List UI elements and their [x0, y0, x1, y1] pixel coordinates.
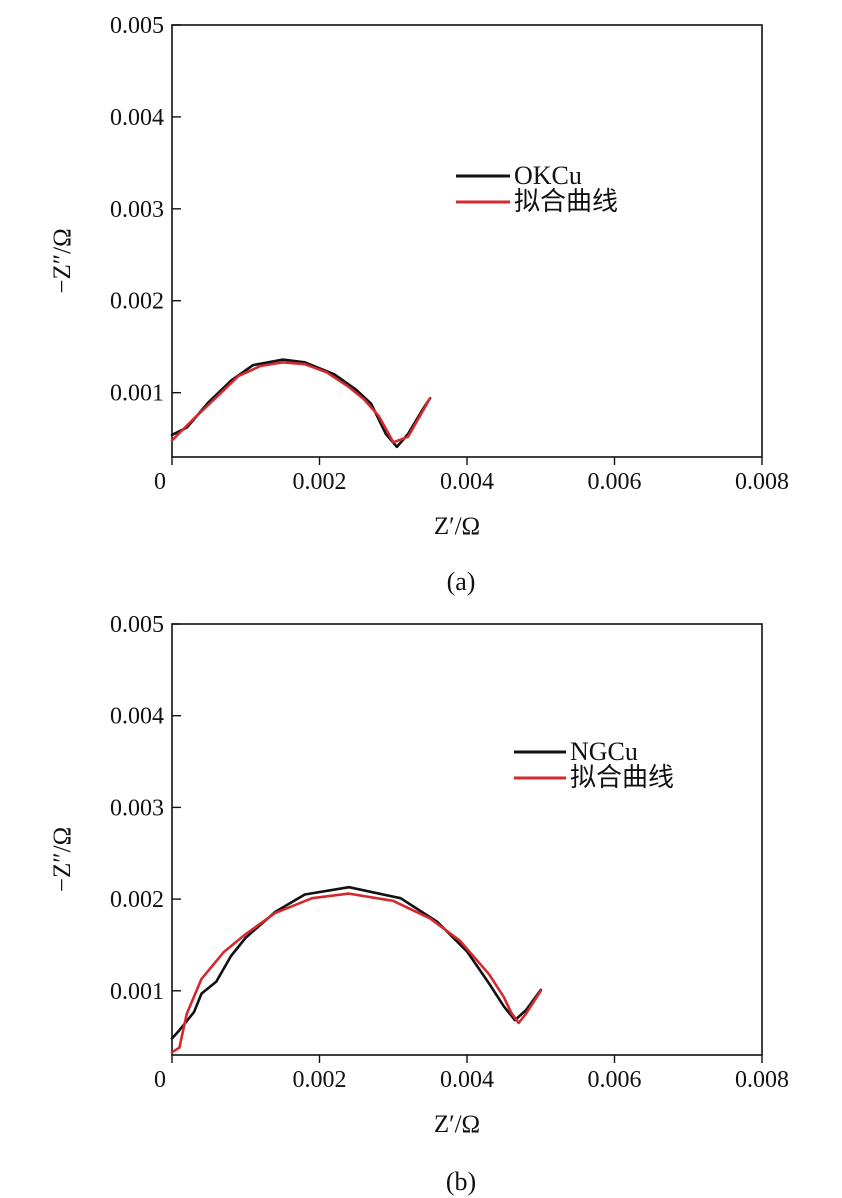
- x-tick-label: 0.002: [293, 1067, 347, 1093]
- legend-label-1: NGCu: [570, 737, 638, 766]
- y-tick-label: 0.005: [110, 13, 164, 39]
- y-axis-title: −Z″/Ω: [49, 228, 76, 293]
- y-tick-label: 0.001: [110, 381, 164, 407]
- x-tick-label: 0.008: [735, 469, 789, 495]
- x-tick-label: 0.006: [588, 469, 642, 495]
- x-tick-label: 0.008: [735, 1067, 789, 1093]
- y-axis-title: −Z″/Ω: [49, 827, 76, 892]
- x-tick-label: 0.002: [293, 469, 347, 495]
- x-axis-title: Z′/Ω: [434, 1111, 480, 1138]
- chart-panel-2: 0 0.002 0.004 0.006 0.008 0.001 0.002 0.003 0.00…: [49, 612, 789, 1196]
- panel-caption: (b): [446, 1167, 476, 1196]
- plot-frame: [171, 24, 763, 458]
- x-tick-label: 0.004: [440, 469, 494, 495]
- x-tick-label: 0: [154, 1067, 166, 1093]
- y-tick-label: 0.003: [110, 197, 164, 223]
- x-axis-title: Z′/Ω: [434, 513, 480, 540]
- legend-label-1: OKCu: [514, 161, 582, 190]
- y-tick-label: 0.004: [110, 704, 164, 730]
- y-tick-label: 0.003: [110, 795, 164, 821]
- x-tick-label: 0.004: [440, 1067, 494, 1093]
- panel-caption: (a): [447, 567, 476, 596]
- y-tick-label: 0.004: [110, 105, 164, 131]
- x-tick-label: 0: [154, 469, 166, 495]
- x-tick-label: 0.006: [588, 1067, 642, 1093]
- chart-panel-1: 0 0.002 0.004 0.006 0.008 0.001 0.002 0.003 0.00…: [49, 13, 789, 596]
- plot-frame: [171, 623, 763, 1056]
- y-tick-label: 0.002: [110, 289, 164, 315]
- series-line-2: [170, 360, 432, 444]
- y-tick-label: 0.001: [110, 979, 164, 1005]
- series-line-2: [170, 892, 543, 1054]
- y-tick-label: 0.002: [110, 887, 164, 913]
- legend-label-2: 拟合曲线: [570, 763, 674, 792]
- y-tick-label: 0.005: [110, 612, 164, 638]
- series-line-1: [170, 885, 543, 1040]
- legend-label-2: 拟合曲线: [514, 187, 618, 216]
